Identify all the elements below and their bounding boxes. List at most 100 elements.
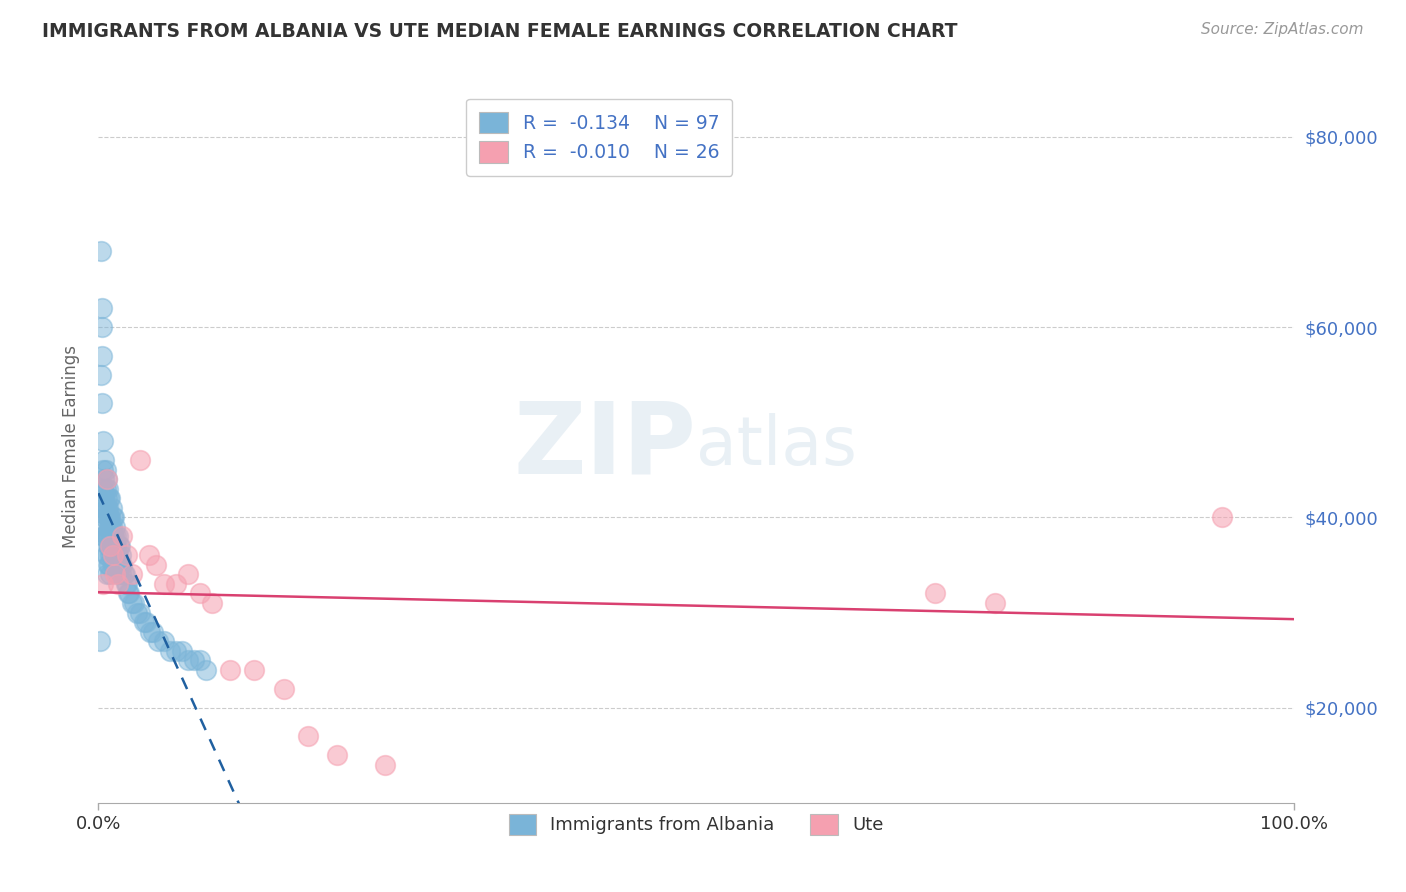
Point — [103, 529, 125, 543]
Point — [129, 453, 152, 467]
Point — [93, 491, 115, 506]
Text: ZIP: ZIP — [513, 398, 696, 494]
Point — [98, 510, 122, 524]
Point — [100, 500, 122, 515]
Point — [94, 500, 117, 515]
Point — [101, 529, 124, 543]
Point — [107, 539, 129, 553]
Point — [94, 549, 117, 563]
Point — [135, 615, 157, 629]
Point — [243, 663, 266, 677]
Point — [108, 539, 131, 553]
Point — [98, 491, 122, 506]
Point — [98, 558, 121, 572]
Point — [103, 510, 125, 524]
Point — [107, 567, 129, 582]
Point — [97, 500, 120, 515]
Point — [97, 558, 120, 572]
Point — [93, 453, 115, 467]
Point — [104, 567, 127, 582]
Point — [195, 663, 218, 677]
Point — [188, 653, 211, 667]
Point — [153, 634, 176, 648]
Point — [91, 396, 114, 410]
Point — [91, 482, 114, 496]
Point — [98, 539, 121, 553]
Point — [91, 463, 114, 477]
Point — [114, 567, 136, 582]
Point — [97, 482, 120, 496]
Text: Source: ZipAtlas.com: Source: ZipAtlas.com — [1201, 22, 1364, 37]
Point — [138, 549, 160, 563]
Point — [98, 520, 121, 534]
Point — [125, 606, 148, 620]
Point — [374, 757, 396, 772]
Point — [121, 567, 143, 582]
Point — [101, 510, 124, 524]
Point — [96, 529, 118, 543]
Point — [115, 577, 138, 591]
Point — [159, 643, 181, 657]
Point — [94, 529, 117, 543]
Point — [91, 529, 114, 543]
Point — [107, 549, 129, 563]
Point — [183, 653, 205, 667]
Point — [273, 681, 295, 696]
Point — [115, 549, 138, 563]
Point — [98, 567, 122, 582]
Point — [101, 539, 124, 553]
Point — [148, 634, 170, 648]
Point — [297, 729, 319, 743]
Point — [91, 500, 114, 515]
Point — [100, 520, 122, 534]
Point — [111, 529, 134, 543]
Point — [117, 586, 139, 600]
Point — [110, 549, 132, 563]
Point — [145, 558, 167, 572]
Point — [1211, 510, 1233, 524]
Point — [107, 577, 129, 591]
Point — [96, 510, 118, 524]
Point — [94, 463, 117, 477]
Point — [96, 500, 118, 515]
Text: atlas: atlas — [696, 413, 856, 479]
Point — [90, 244, 112, 258]
Point — [93, 510, 115, 524]
Point — [108, 558, 131, 572]
Point — [142, 624, 165, 639]
Point — [165, 577, 187, 591]
Point — [98, 539, 122, 553]
Point — [118, 586, 141, 600]
Legend: Immigrants from Albania, Ute: Immigrants from Albania, Ute — [496, 801, 896, 847]
Point — [96, 472, 118, 486]
Point — [98, 539, 122, 553]
Point — [103, 549, 125, 563]
Point — [91, 577, 114, 591]
Point — [121, 596, 143, 610]
Point — [98, 510, 121, 524]
Point — [984, 596, 1007, 610]
Point — [177, 567, 200, 582]
Point — [129, 606, 152, 620]
Y-axis label: Median Female Earnings: Median Female Earnings — [62, 344, 80, 548]
Point — [91, 301, 114, 315]
Point — [177, 653, 200, 667]
Point — [91, 434, 114, 449]
Point — [104, 558, 127, 572]
Point — [104, 520, 127, 534]
Point — [110, 567, 132, 582]
Point — [132, 615, 155, 629]
Point — [107, 529, 129, 543]
Point — [153, 577, 176, 591]
Point — [98, 520, 122, 534]
Point — [101, 558, 124, 572]
Point — [219, 663, 242, 677]
Point — [98, 549, 122, 563]
Point — [165, 643, 187, 657]
Point — [924, 586, 946, 600]
Point — [96, 567, 118, 582]
Point — [94, 482, 117, 496]
Point — [89, 634, 111, 648]
Point — [124, 596, 146, 610]
Point — [97, 529, 120, 543]
